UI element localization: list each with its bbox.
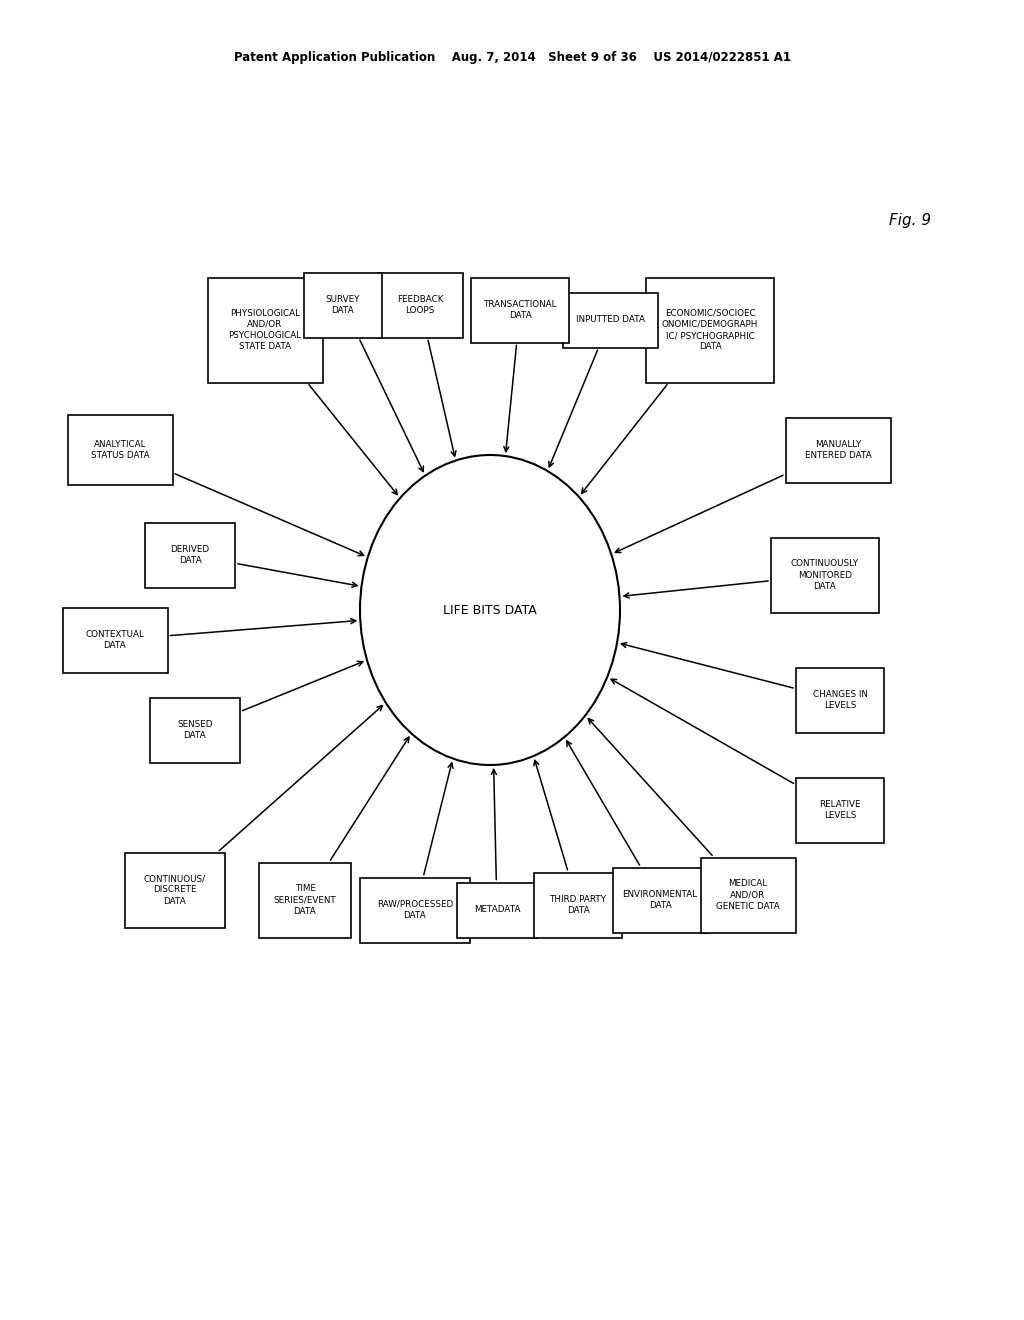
FancyBboxPatch shape — [700, 858, 796, 932]
FancyBboxPatch shape — [304, 272, 382, 338]
Text: MANUALLY
ENTERED DATA: MANUALLY ENTERED DATA — [805, 440, 871, 461]
FancyBboxPatch shape — [562, 293, 657, 347]
FancyBboxPatch shape — [471, 277, 569, 342]
FancyBboxPatch shape — [534, 873, 622, 937]
FancyBboxPatch shape — [646, 277, 774, 383]
Text: ENVIRONMENTAL
DATA: ENVIRONMENTAL DATA — [623, 890, 697, 909]
FancyBboxPatch shape — [378, 272, 463, 338]
FancyBboxPatch shape — [771, 537, 879, 612]
FancyBboxPatch shape — [259, 862, 351, 937]
Text: METADATA: METADATA — [474, 906, 520, 915]
FancyBboxPatch shape — [125, 853, 225, 928]
Text: TRANSACTIONAL
DATA: TRANSACTIONAL DATA — [483, 300, 557, 319]
FancyBboxPatch shape — [360, 878, 470, 942]
Text: PHYSIOLOGICAL
AND/OR
PSYCHOLOGICAL
STATE DATA: PHYSIOLOGICAL AND/OR PSYCHOLOGICAL STATE… — [228, 309, 301, 351]
Text: CHANGES IN
LEVELS: CHANGES IN LEVELS — [813, 690, 867, 710]
FancyBboxPatch shape — [145, 523, 234, 587]
Text: SENSED
DATA: SENSED DATA — [177, 719, 213, 741]
Ellipse shape — [360, 455, 620, 766]
FancyBboxPatch shape — [457, 883, 537, 937]
Text: FEEDBACK
LOOPS: FEEDBACK LOOPS — [396, 294, 443, 315]
Text: Fig. 9: Fig. 9 — [889, 213, 931, 227]
Text: SURVEY
DATA: SURVEY DATA — [326, 294, 360, 315]
Text: CONTINUOUS/
DISCRETE
DATA: CONTINUOUS/ DISCRETE DATA — [144, 874, 206, 906]
Text: ANALYTICAL
STATUS DATA: ANALYTICAL STATUS DATA — [91, 440, 150, 461]
FancyBboxPatch shape — [612, 867, 708, 932]
Text: DERIVED
DATA: DERIVED DATA — [170, 545, 210, 565]
FancyBboxPatch shape — [796, 668, 884, 733]
FancyBboxPatch shape — [68, 414, 172, 484]
FancyBboxPatch shape — [150, 697, 240, 763]
Text: CONTEXTUAL
DATA: CONTEXTUAL DATA — [86, 630, 144, 649]
Text: RAW/PROCESSED
DATA: RAW/PROCESSED DATA — [377, 900, 454, 920]
Text: INPUTTED DATA: INPUTTED DATA — [575, 315, 644, 325]
Text: CONTINUOUSLY
MONITORED
DATA: CONTINUOUSLY MONITORED DATA — [791, 560, 859, 590]
FancyBboxPatch shape — [796, 777, 884, 842]
Text: RELATIVE
LEVELS: RELATIVE LEVELS — [819, 800, 861, 820]
FancyBboxPatch shape — [62, 607, 168, 672]
Text: TIME
SERIES/EVENT
DATA: TIME SERIES/EVENT DATA — [273, 884, 336, 916]
FancyBboxPatch shape — [208, 277, 323, 383]
Text: MEDICAL
AND/OR
GENETIC DATA: MEDICAL AND/OR GENETIC DATA — [716, 879, 780, 911]
Text: Patent Application Publication    Aug. 7, 2014   Sheet 9 of 36    US 2014/022285: Patent Application Publication Aug. 7, 2… — [233, 51, 791, 65]
Text: LIFE BITS DATA: LIFE BITS DATA — [443, 603, 537, 616]
Text: ECONOMIC/SOCIOEC
ONOMIC/DEMOGRAPH
IC/ PSYCHOGRAPHIC
DATA: ECONOMIC/SOCIOEC ONOMIC/DEMOGRAPH IC/ PS… — [662, 309, 758, 351]
FancyBboxPatch shape — [785, 417, 891, 483]
Text: THIRD PARTY
DATA: THIRD PARTY DATA — [550, 895, 606, 915]
